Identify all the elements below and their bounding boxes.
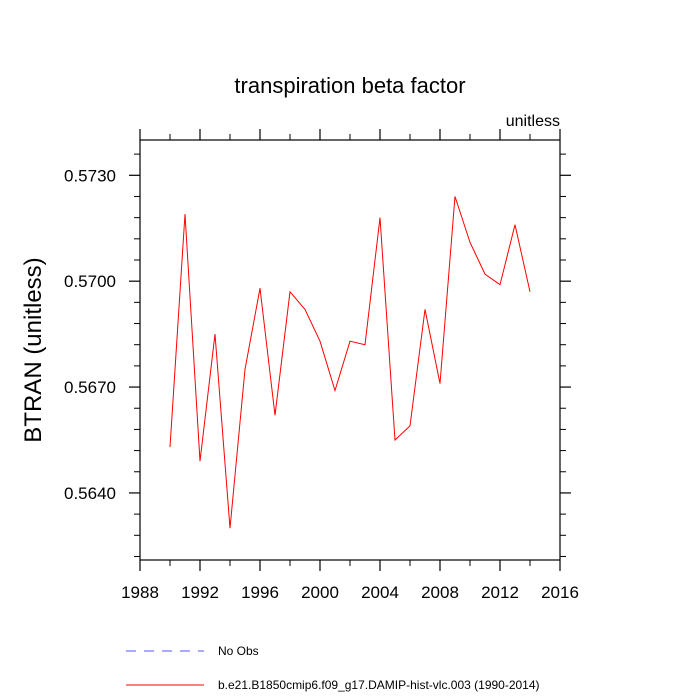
data-point: [395, 440, 396, 441]
data-point: [485, 274, 486, 275]
x-tick-label: 1992: [181, 583, 219, 602]
data-point: [215, 334, 216, 335]
chart-title: transpiration beta factor: [234, 73, 465, 98]
series-line: [169, 196, 531, 529]
x-tick-label: 2004: [361, 583, 399, 602]
data-point: [365, 344, 366, 345]
x-tick-label: 1996: [241, 583, 279, 602]
y-axis-label: BTRAN (unitless): [20, 257, 47, 442]
legend-label: No Obs: [218, 644, 259, 658]
legend-label: b.e21.B1850cmip6.f09_g17.DAMIP-hist-vlc.…: [218, 678, 540, 692]
data-point: [380, 217, 381, 218]
data-point: [470, 242, 471, 243]
data-point: [530, 291, 531, 292]
data-point: [275, 415, 276, 416]
x-tick-label: 2000: [301, 583, 339, 602]
data-point: [260, 288, 261, 289]
data-point: [515, 224, 516, 225]
units-label: unitless: [506, 113, 560, 130]
data-point: [230, 528, 231, 529]
data-point: [170, 447, 171, 448]
x-tick-label: 2012: [481, 583, 519, 602]
y-tick-label: 0.5730: [64, 166, 116, 185]
legend: No Obs b.e21.B1850cmip6.f09_g17.DAMIP-his…: [126, 644, 540, 692]
data-point: [425, 309, 426, 310]
data-point: [305, 309, 306, 310]
x-tick-label: 2016: [541, 583, 579, 602]
data-point: [200, 461, 201, 462]
data-point: [335, 390, 336, 391]
data-point: [440, 383, 441, 384]
data-point: [410, 425, 411, 426]
data-point: [500, 284, 501, 285]
y-tick-label: 0.5640: [64, 484, 116, 503]
data-point: [245, 369, 246, 370]
data-point: [320, 341, 321, 342]
data-point: [290, 291, 291, 292]
data-point: [350, 341, 351, 342]
data-point: [455, 196, 456, 197]
series-layer: [169, 196, 531, 529]
y-tick-label: 0.5700: [64, 272, 116, 291]
axis-ticks: [129, 129, 571, 571]
x-tick-label: 1988: [121, 583, 159, 602]
axis-tick-labels: 1988 1992 1996 2000 2004 2008 2012 2016 0.5640 0.…: [64, 166, 579, 602]
y-tick-label: 0.5670: [64, 378, 116, 397]
data-point: [185, 214, 186, 215]
x-tick-label: 2008: [421, 583, 459, 602]
plot-frame: [139, 139, 561, 561]
